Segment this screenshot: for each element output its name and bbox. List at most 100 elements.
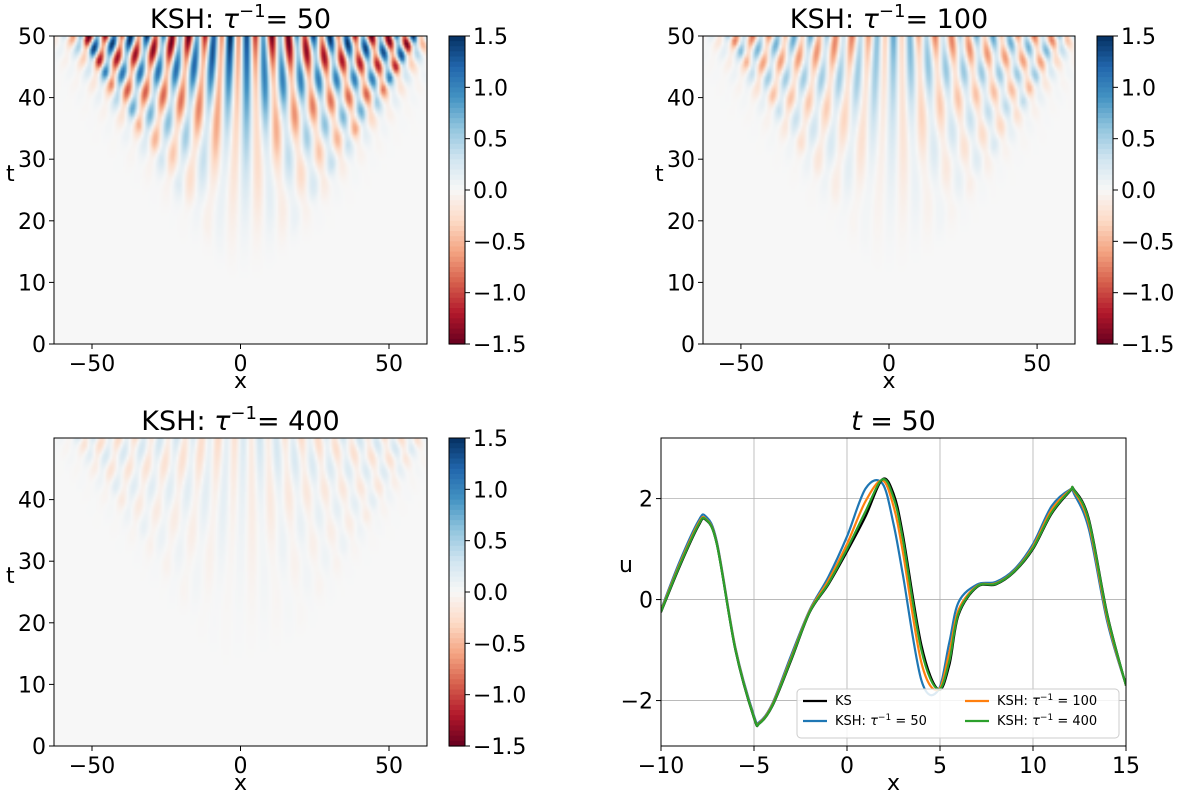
colorbar-tick-label: 0.0 (1121, 179, 1156, 204)
colorbar-segment (449, 87, 465, 94)
colorbar-segment (449, 617, 465, 624)
colorbar-tick-label: 0.0 (473, 179, 508, 204)
colorbar-segment (449, 61, 465, 68)
series-line-3 (661, 478, 1126, 727)
colorbar-segment (449, 215, 465, 222)
colorbar-segment (449, 118, 465, 124)
x-tick-label: 0 (840, 754, 854, 779)
colorbar-segment (449, 308, 465, 314)
legend-label: KS (835, 694, 852, 709)
colorbar-segment (449, 138, 465, 145)
colorbar-segment (449, 468, 465, 475)
colorbar-segment (449, 297, 465, 304)
colorbar-segment (449, 473, 465, 480)
y-tick-label: 20 (667, 210, 695, 235)
y-tick-label: 50 (18, 25, 46, 50)
colorbar-segment (1097, 292, 1113, 299)
colorbar-tick-label: −1.5 (1121, 333, 1174, 358)
colorbar-segment (449, 251, 465, 258)
colorbar-segment (449, 658, 465, 665)
colorbar-segment (449, 220, 465, 227)
colorbar-tick-label: −0.5 (473, 632, 526, 657)
colorbar-tick-label: −1.0 (473, 282, 526, 307)
colorbar-tick-label: 1.0 (473, 76, 508, 101)
colorbar-segment (449, 648, 465, 655)
colorbar-segment (449, 509, 465, 516)
colorbar-segment (449, 267, 465, 273)
colorbar-segment (449, 200, 465, 206)
colorbar-segment (449, 272, 465, 278)
colorbar-segment (1097, 195, 1113, 201)
colorbar-segment (1097, 159, 1113, 165)
x-tick-label: −50 (69, 754, 115, 779)
colorbar-segment (449, 154, 465, 160)
y-tick-label: 20 (18, 612, 46, 637)
colorbar-segment (449, 489, 465, 496)
colorbar-segment (449, 113, 465, 119)
colorbar-segment (1097, 118, 1113, 124)
colorbar-tick-label: −0.5 (1121, 230, 1174, 255)
colorbar-segment (449, 530, 465, 537)
colorbar-segment (1097, 200, 1113, 206)
colorbar-segment (1097, 251, 1113, 258)
colorbar-segment (1097, 143, 1113, 150)
y-tick-label: 40 (18, 489, 46, 514)
colorbar-segment (449, 246, 465, 253)
colorbar-segment (449, 556, 465, 562)
series-line-1 (661, 479, 1126, 726)
colorbar-segment (449, 499, 465, 506)
colorbar-segment (449, 190, 465, 196)
colorbar: 1.5 1.0 0.5 0.0 −0.5 −1.0 −1.5 (448, 427, 526, 760)
colorbar-segment (449, 561, 465, 567)
colorbar-segment (449, 179, 465, 186)
colorbar-segment (449, 730, 465, 737)
colorbar-segment (449, 184, 465, 191)
colorbar-segment (1097, 102, 1113, 109)
colorbar-segment (1097, 220, 1113, 227)
x-axis-label: x (234, 369, 247, 394)
colorbar-segment (449, 453, 465, 460)
colorbar-segment (449, 128, 465, 135)
colorbar-segment (449, 725, 465, 732)
y-tick-label: 30 (18, 550, 46, 575)
colorbar-segment (1097, 154, 1113, 160)
y-tick-label: 0 (32, 735, 46, 760)
colorbar-segment (449, 443, 465, 449)
colorbar-segment (449, 102, 465, 109)
colorbar-segment (1097, 308, 1113, 314)
colorbar-segment (449, 318, 465, 325)
colorbar-segment (1097, 46, 1113, 52)
colorbar-segment (449, 328, 465, 335)
x-tick-label: 15 (1112, 754, 1140, 779)
colorbar-segment (1097, 87, 1113, 94)
x-tick-label: 50 (375, 754, 403, 779)
chart-title: KSH: τ−1= 400 (141, 403, 339, 437)
colorbar-segment (1097, 328, 1113, 335)
colorbar-segment (449, 684, 465, 691)
colorbar-segment (1097, 82, 1113, 88)
colorbar-segment (449, 143, 465, 150)
x-tick-label: 10 (1019, 754, 1047, 779)
colorbar-segment (449, 36, 465, 42)
colorbar-segment (449, 448, 465, 454)
colorbar-tick-label: 0.5 (1121, 128, 1156, 153)
colorbar-segment (1097, 241, 1113, 248)
colorbar-tick-label: −1.0 (473, 684, 526, 709)
colorbar-segment (449, 704, 465, 711)
colorbar-segment (449, 282, 465, 289)
colorbar-segment (449, 51, 465, 58)
colorbar-segment (1097, 77, 1113, 83)
colorbar-segment (449, 515, 465, 521)
y-axis-label: t (6, 564, 15, 589)
heatmap-panel-2: −50 0 50 0 10 20 30 40 50 x t KSH: τ−1= 100 1.5 1.0 0.… (655, 1, 1174, 394)
x-tick-label: 50 (1023, 352, 1051, 377)
y-tick-label: 20 (18, 210, 46, 235)
y-tick-label: 10 (18, 673, 46, 698)
y-tick-label: 50 (667, 25, 695, 50)
colorbar-segment (449, 622, 465, 629)
colorbar-segment (1097, 148, 1113, 155)
legend: KS KSH: τ−1 = 50 KSH: τ−1 = 100 KSH: τ−1 = … (796, 688, 1120, 739)
legend-label: KSH: τ−1 = 100 (997, 693, 1097, 709)
colorbar-segment (449, 627, 465, 634)
y-tick-label: 10 (18, 271, 46, 296)
